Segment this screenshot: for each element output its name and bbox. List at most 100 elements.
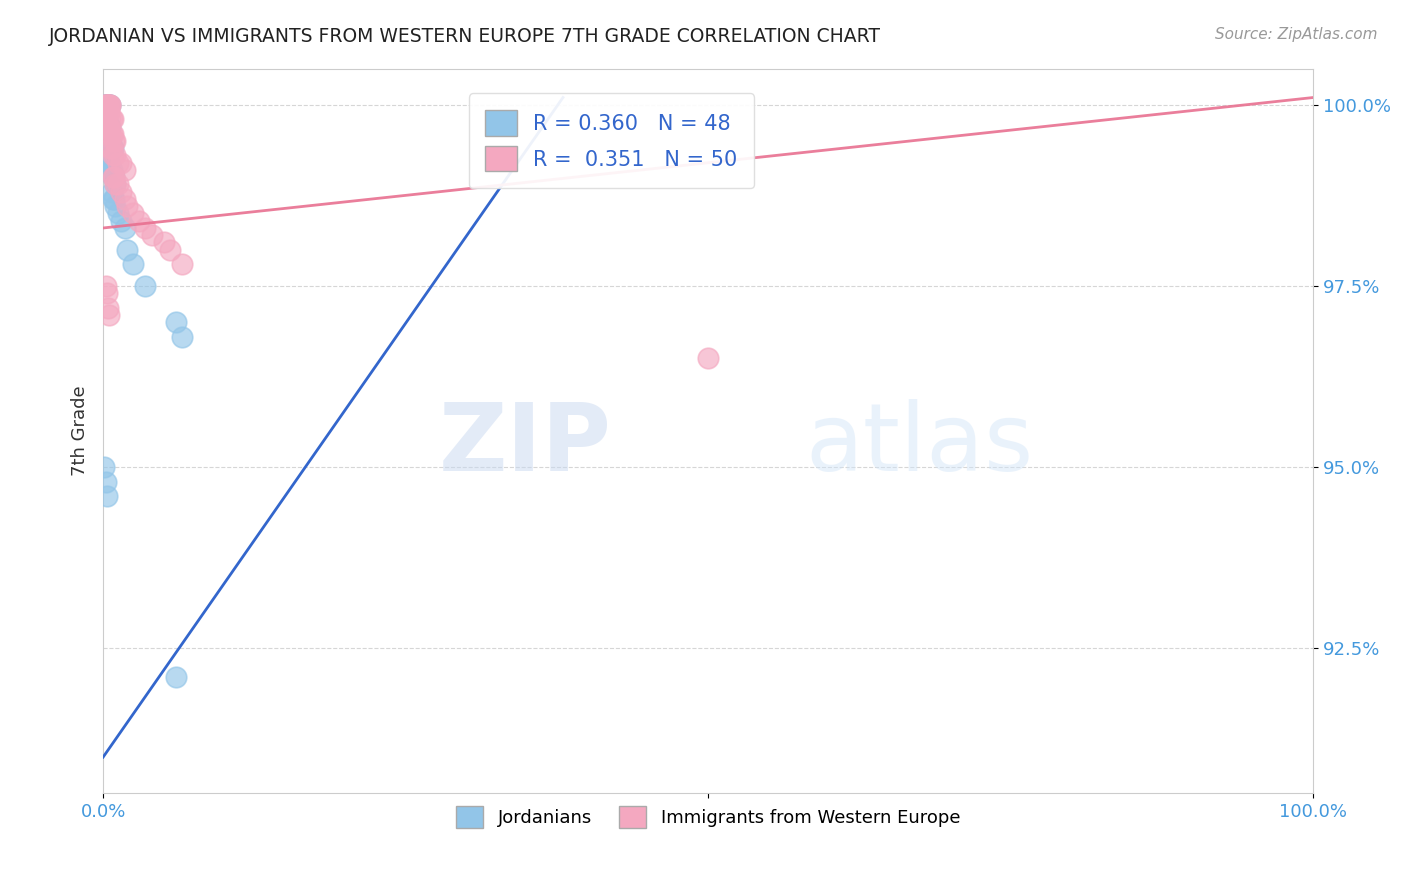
Text: ZIP: ZIP [439,400,612,491]
Point [96,286,118,301]
Point [94,97,117,112]
Point [128,213,150,227]
Point [94,279,117,293]
Point [97,134,120,148]
Point [117,243,139,257]
Point [94,475,117,489]
Point [110,155,132,169]
Point [117,199,139,213]
Point [103,170,125,185]
Point [97,120,120,134]
Point [103,134,125,148]
Point [98,97,121,112]
Point [100,97,122,112]
Point [97,120,120,134]
Point [97,97,120,112]
Point [96,148,118,162]
Point [107,206,129,220]
Point [94,109,117,123]
Point [103,192,125,206]
Point [96,97,118,112]
Point [100,141,122,155]
Point [101,127,124,141]
Point [165,315,187,329]
Point [96,120,118,134]
Point [96,112,118,127]
Point [165,670,187,684]
Point [114,221,136,235]
Point [100,141,122,155]
Point [104,199,127,213]
Point [98,120,121,134]
Point [697,351,720,366]
Point [110,185,132,199]
Point [101,141,124,155]
Point [134,279,156,293]
Point [170,257,193,271]
Point [101,192,124,206]
Text: JORDANIAN VS IMMIGRANTS FROM WESTERN EUROPE 7TH GRADE CORRELATION CHART: JORDANIAN VS IMMIGRANTS FROM WESTERN EUR… [49,27,882,45]
Point [97,120,120,134]
Point [93,97,115,112]
Point [97,155,120,169]
Point [94,112,117,127]
Point [101,170,124,185]
Point [96,97,118,112]
Point [170,329,193,343]
Point [107,155,129,169]
Point [98,120,121,134]
Point [100,127,122,141]
Point [141,228,163,243]
Point [152,235,174,250]
Point [96,97,118,112]
Point [93,460,115,475]
Point [122,206,145,220]
Point [94,97,117,112]
Point [159,243,181,257]
Point [98,97,121,112]
Point [98,155,121,169]
Point [104,178,127,192]
Point [104,134,127,148]
Point [97,301,120,315]
Point [100,163,122,178]
Point [97,97,120,112]
Point [100,112,122,127]
Point [104,148,127,162]
Point [104,178,127,192]
Point [96,97,118,112]
Point [100,185,122,199]
Point [100,141,122,155]
Point [97,105,120,120]
Point [93,105,115,120]
Point [100,163,122,178]
Point [93,97,115,112]
Point [134,221,156,235]
Point [98,134,121,148]
Point [94,127,117,141]
Point [100,112,122,127]
Point [97,105,120,120]
Point [96,105,118,120]
Point [101,170,124,185]
Point [101,148,124,162]
Point [122,257,145,271]
Point [100,120,122,134]
Point [114,163,136,178]
Point [100,97,122,112]
Point [96,489,118,503]
Point [100,97,122,112]
Y-axis label: 7th Grade: 7th Grade [72,385,89,476]
Text: Source: ZipAtlas.com: Source: ZipAtlas.com [1215,27,1378,42]
Point [107,178,129,192]
Point [114,192,136,206]
Point [98,105,121,120]
Text: atlas: atlas [806,400,1033,491]
Point [100,134,122,148]
Point [94,105,117,120]
Legend: Jordanians, Immigrants from Western Europe: Jordanians, Immigrants from Western Euro… [449,798,967,835]
Point [100,127,122,141]
Point [103,170,125,185]
Point [98,308,121,322]
Point [101,112,124,127]
